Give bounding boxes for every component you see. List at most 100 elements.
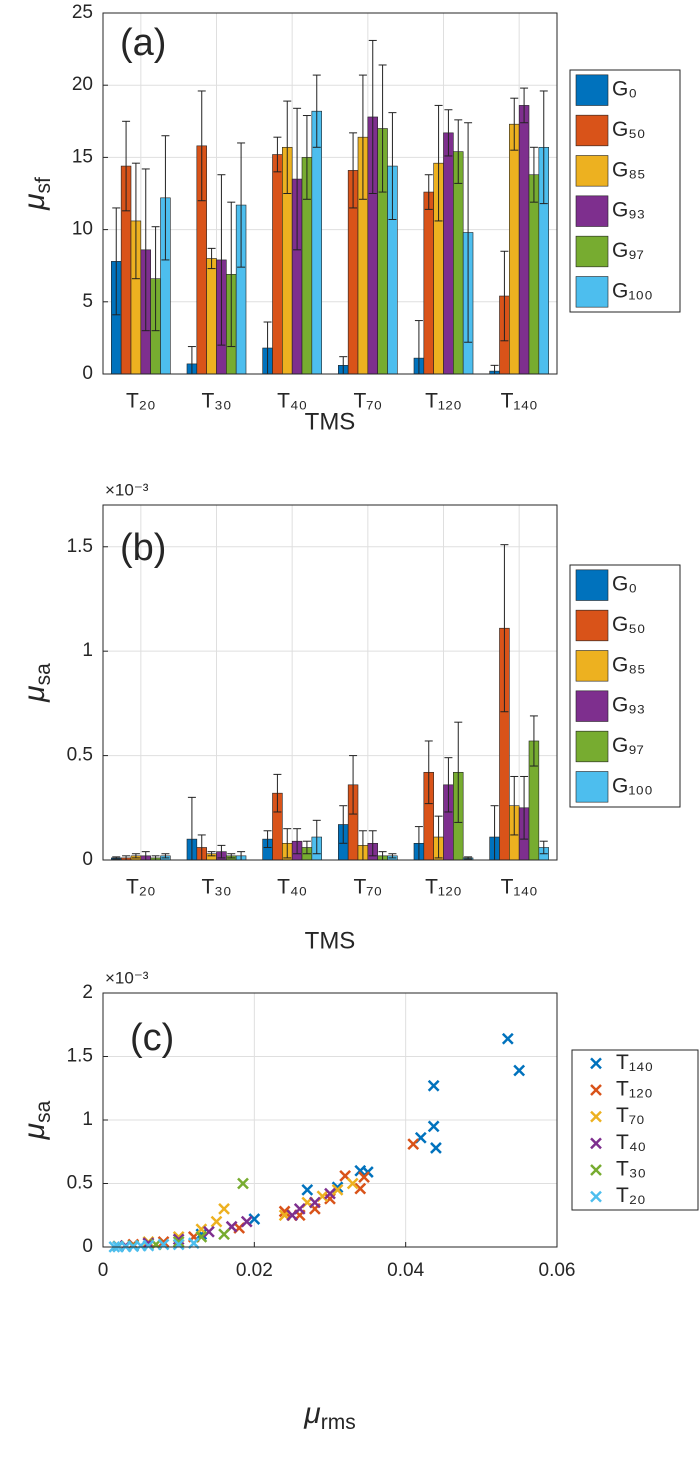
legend-label: G₅₀ bbox=[612, 613, 646, 636]
marker-stroke bbox=[590, 1057, 602, 1070]
scatter-point bbox=[354, 1164, 367, 1177]
legend-box bbox=[569, 69, 681, 313]
error-bar bbox=[112, 856, 121, 860]
legend-label: T₁₂₀ bbox=[616, 1078, 653, 1101]
axis-label: μrms bbox=[303, 1397, 355, 1434]
marker-stroke bbox=[240, 1215, 253, 1228]
error-bar bbox=[217, 174, 226, 346]
error-bar bbox=[454, 721, 463, 823]
bar bbox=[518, 105, 530, 375]
error-bar bbox=[263, 830, 272, 848]
error-bar bbox=[302, 115, 311, 200]
bar bbox=[453, 151, 464, 375]
marker-stroke bbox=[590, 1084, 602, 1096]
bar bbox=[206, 258, 217, 375]
y-tick-label: 1 bbox=[82, 640, 93, 661]
axis-label-symbol: μ bbox=[18, 685, 51, 702]
error-bar bbox=[539, 90, 548, 205]
error-bar bbox=[131, 853, 140, 859]
legend-swatch bbox=[575, 609, 609, 642]
scatter-point bbox=[218, 1228, 230, 1241]
marker-stroke bbox=[590, 1110, 602, 1123]
error-bar bbox=[368, 39, 377, 194]
x-tick-label: T₄₀ bbox=[277, 876, 307, 899]
error-bar bbox=[112, 207, 121, 316]
error-bar bbox=[358, 74, 367, 200]
x-tick-label: 0.06 bbox=[539, 1260, 576, 1281]
y-tick-label: 10 bbox=[72, 219, 93, 240]
error-bar bbox=[454, 119, 463, 184]
scatter-point bbox=[513, 1064, 526, 1077]
marker-stroke bbox=[157, 1236, 170, 1248]
marker-stroke bbox=[218, 1228, 230, 1241]
y-tick-label: 20 bbox=[72, 74, 93, 95]
marker-stroke bbox=[427, 1120, 440, 1133]
y-tick-label: 25 bbox=[72, 2, 93, 23]
marker-stroke bbox=[172, 1236, 185, 1248]
marker-stroke bbox=[590, 1164, 602, 1176]
error-bar bbox=[424, 174, 433, 210]
error-bar bbox=[237, 142, 246, 268]
marker-stroke bbox=[354, 1182, 367, 1195]
error-bar bbox=[529, 715, 538, 767]
legend-swatch bbox=[575, 771, 609, 803]
plot-area bbox=[103, 13, 557, 374]
x-tick-label: 0 bbox=[98, 1260, 109, 1281]
legend-label: G₈₅ bbox=[612, 653, 646, 676]
x-tick-label: T₁₂₀ bbox=[425, 390, 462, 413]
axes-box bbox=[102, 992, 558, 1248]
legend-swatch bbox=[575, 114, 609, 147]
y-tick-label: 1.5 bbox=[67, 1046, 93, 1067]
legend-label: T₇₀ bbox=[616, 1104, 645, 1127]
legend-swatch bbox=[575, 690, 609, 722]
legend-swatch bbox=[575, 650, 609, 682]
error-bar bbox=[434, 815, 443, 859]
scatter-point bbox=[286, 1209, 299, 1222]
error-bar bbox=[273, 773, 282, 813]
error-bar bbox=[388, 853, 397, 859]
error-bar bbox=[424, 740, 433, 805]
marker-stroke bbox=[358, 1171, 370, 1184]
scatter-point bbox=[430, 1142, 442, 1154]
x-axis-label: TMS bbox=[305, 927, 356, 954]
legend-label: T₂₀ bbox=[616, 1184, 646, 1207]
legend-marker bbox=[590, 1084, 602, 1096]
y-tick-label: 2 bbox=[82, 982, 93, 1003]
axis-label-subscript: sa bbox=[32, 1100, 55, 1123]
scatter-point bbox=[278, 1205, 291, 1218]
axis-label: μsa bbox=[18, 663, 55, 703]
bar bbox=[272, 154, 283, 375]
axis-label-symbol: μ bbox=[303, 1397, 320, 1430]
error-bar bbox=[217, 844, 226, 859]
axis-label-symbol: μ bbox=[18, 1123, 51, 1140]
bar bbox=[311, 110, 322, 375]
scatter-point bbox=[324, 1187, 336, 1200]
legend-marker bbox=[590, 1164, 602, 1176]
marker-stroke bbox=[308, 1196, 321, 1209]
y-tick-label: 0.5 bbox=[67, 1173, 93, 1194]
scatter-point bbox=[157, 1236, 170, 1248]
scatter-point bbox=[157, 1238, 170, 1251]
error-bar bbox=[273, 136, 282, 173]
marker-stroke bbox=[278, 1205, 291, 1218]
legend-box bbox=[571, 1049, 699, 1211]
marker-stroke bbox=[210, 1215, 223, 1228]
legend-swatch bbox=[575, 155, 609, 187]
panel-label: (c) bbox=[130, 1017, 174, 1059]
x-tick-label: T₄₀ bbox=[277, 390, 307, 413]
error-bar bbox=[464, 122, 473, 343]
panel-label: (a) bbox=[120, 22, 166, 64]
x-tick-label: T₃₀ bbox=[201, 390, 231, 413]
error-bar bbox=[227, 853, 236, 859]
legend-label: G₉₃ bbox=[612, 694, 645, 717]
marker-stroke bbox=[248, 1213, 261, 1225]
y-tick-label: 0.5 bbox=[67, 745, 93, 766]
scatter-point bbox=[203, 1225, 215, 1238]
axes-box bbox=[102, 12, 558, 375]
legend-label: G₀ bbox=[612, 573, 637, 596]
y-tick-label: 0 bbox=[82, 1236, 93, 1257]
error-bar bbox=[368, 830, 377, 857]
error-bar bbox=[122, 120, 131, 212]
error-bar bbox=[539, 840, 548, 855]
scatter-point bbox=[218, 1203, 230, 1215]
